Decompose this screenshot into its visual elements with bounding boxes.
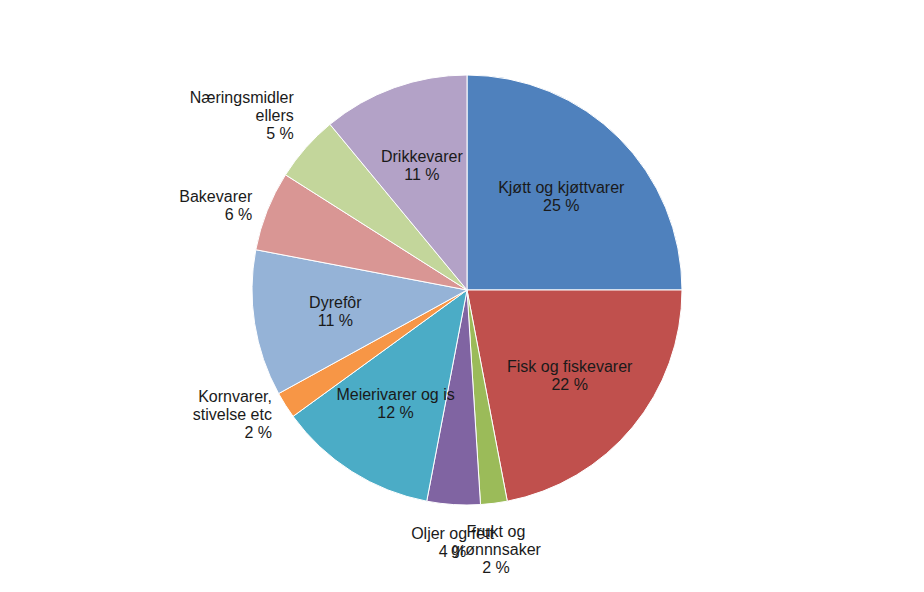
- svg-text:Næringsmidlerellers5 %: Næringsmidlerellers5 %: [190, 89, 295, 142]
- svg-text:Kjøtt og kjøttvarer25 %: Kjøtt og kjøttvarer25 %: [498, 178, 625, 213]
- svg-text:Dyrefôr11 %: Dyrefôr11 %: [309, 293, 362, 328]
- svg-text:Meierivarer og is12 %: Meierivarer og is12 %: [336, 385, 454, 420]
- svg-text:Drikkevarer11 %: Drikkevarer11 %: [381, 147, 463, 182]
- svg-text:Fisk og fiskevarer22 %: Fisk og fiskevarer22 %: [507, 357, 633, 392]
- svg-text:Kornvarer,stivelse etc2 %: Kornvarer,stivelse etc2 %: [193, 387, 272, 440]
- svg-text:Oljer og fett4 %: Oljer og fett4 %: [411, 524, 494, 559]
- svg-text:Bakevarer6 %: Bakevarer6 %: [179, 187, 253, 222]
